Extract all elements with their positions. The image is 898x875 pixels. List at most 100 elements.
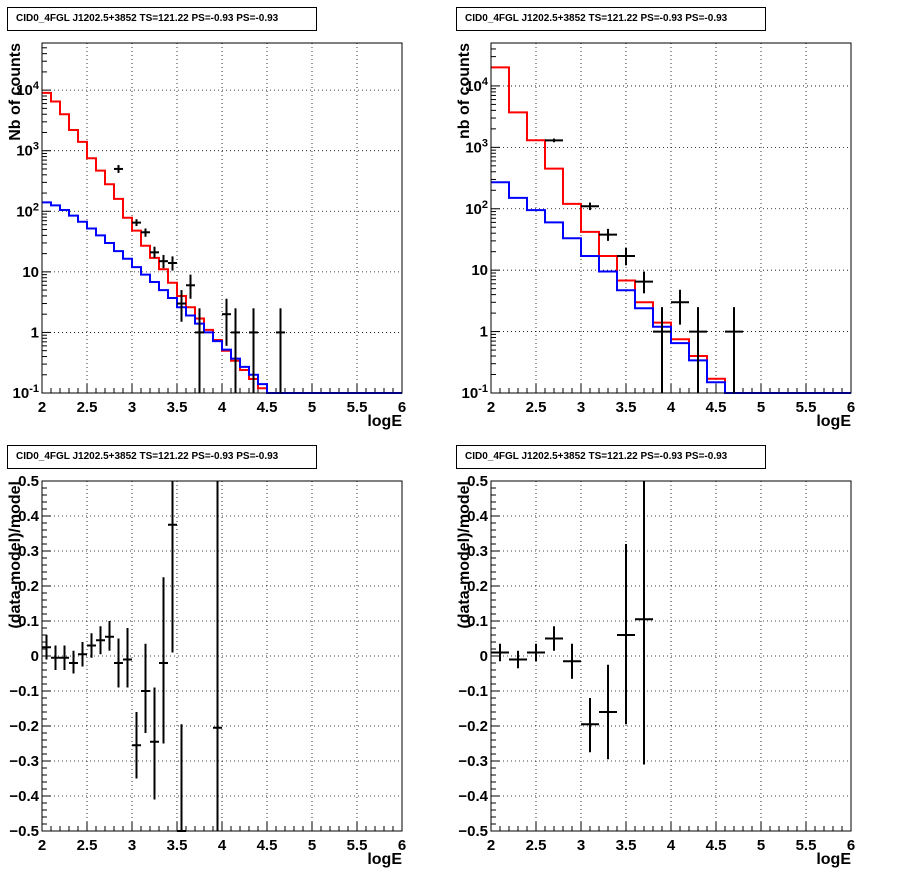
x-tick-label: 2.5 [526, 399, 547, 416]
y-tick-label: 0.1 [18, 613, 39, 630]
data-point [150, 246, 159, 258]
x-tick-label: 2.5 [77, 837, 98, 854]
data-point [222, 298, 231, 346]
x-tick-label: 6 [847, 837, 855, 854]
data-point [114, 638, 123, 688]
x-tick-label: 4.5 [706, 399, 727, 416]
y-tick-label: 102 [16, 201, 39, 220]
data-point [635, 271, 653, 294]
data-point [168, 256, 177, 271]
data-point [42, 635, 51, 660]
y-tick-label: −0.5 [9, 823, 39, 840]
y-tick-label: −0.5 [458, 823, 488, 840]
data-point [114, 165, 123, 173]
y-tick-label: 1 [31, 324, 39, 341]
x-tick-label: 3.5 [167, 837, 188, 854]
x-tick-label: 4.5 [706, 837, 727, 854]
x-tick-label: 2 [487, 837, 495, 854]
y-tick-label: −0.4 [9, 788, 39, 805]
panel-title-top-right: CID0_4FGL J1202.5+3852 TS=121.22 PS=-0.9… [456, 7, 766, 31]
x-tick-label: 3 [577, 399, 585, 416]
data-point [581, 202, 599, 211]
data-point [545, 626, 563, 651]
data-point [168, 481, 177, 653]
y-tick-label: −0.4 [458, 788, 488, 805]
data-point [105, 621, 114, 651]
x-tick-label: 2 [38, 837, 46, 854]
plot-frame [490, 42, 852, 394]
y-axis-title: (data-model)/model [456, 481, 473, 629]
y-tick-label: 0 [480, 648, 488, 665]
x-tick-label: 5 [757, 837, 765, 854]
data-point [671, 289, 689, 325]
x-tick-label: 5 [757, 399, 765, 416]
data-point [599, 664, 617, 760]
plot-frame [41, 42, 403, 394]
y-tick-label: 0.3 [467, 543, 488, 560]
y-tick-label: 1 [480, 324, 488, 341]
x-tick-label: 5.5 [796, 399, 817, 416]
x-tick-label: 3 [128, 837, 136, 854]
plot-frame [41, 480, 403, 832]
y-tick-label: 103 [465, 137, 488, 156]
chart-panel-0: 2 2.5 3 3.5 4 4.5 5 5.5 6 10-1 1 10 102 103 104 logE Nb … [7, 42, 406, 430]
y-axis-title: Nb of counts [7, 43, 24, 141]
x-tick-label: 6 [398, 399, 406, 416]
data-point [635, 481, 653, 765]
y-tick-label: 0.5 [18, 473, 39, 490]
data-point [231, 308, 240, 393]
y-tick-label: 0.2 [467, 578, 488, 595]
y-tick-label: 0.5 [467, 473, 488, 490]
x-tick-label: 3.5 [167, 399, 188, 416]
x-tick-label: 2 [487, 399, 495, 416]
data-point [51, 645, 60, 670]
y-tick-label: 103 [16, 141, 39, 160]
x-tick-label: 6 [398, 837, 406, 854]
y-tick-label: −0.2 [9, 718, 39, 735]
x-tick-label: 3.5 [616, 837, 637, 854]
data-point [132, 219, 141, 227]
x-tick-label: 4 [218, 837, 227, 854]
x-axis-title: logE [367, 851, 402, 868]
x-tick-label: 5.5 [347, 837, 368, 854]
data-point [545, 138, 563, 143]
data-point [581, 698, 599, 753]
x-tick-label: 2 [38, 399, 46, 416]
data-point [177, 724, 186, 832]
plot-frame [490, 480, 852, 832]
data-point [87, 633, 96, 658]
data-point [599, 228, 617, 241]
data-point [69, 650, 78, 674]
y-tick-label: 102 [465, 199, 488, 218]
x-tick-label: 5.5 [796, 837, 817, 854]
y-tick-label: 10 [471, 262, 488, 279]
x-tick-label: 4 [218, 399, 227, 416]
data-point [653, 307, 671, 393]
x-tick-label: 3.5 [616, 399, 637, 416]
data-point [689, 307, 707, 393]
x-tick-label: 4.5 [257, 837, 278, 854]
data-point [141, 643, 150, 733]
data-point [617, 247, 635, 266]
x-axis-title: logE [816, 851, 851, 868]
y-axis-title: nb of counts [456, 43, 473, 139]
y-tick-label: −0.1 [9, 683, 39, 700]
y-tick-label: −0.2 [458, 718, 488, 735]
y-axis-title: (data-model)/model [7, 481, 24, 629]
x-axis-title: logE [816, 413, 851, 430]
data-point [617, 544, 635, 725]
y-tick-label: 0.4 [467, 508, 489, 525]
x-tick-label: 3 [128, 399, 136, 416]
y-tick-label: 0.1 [467, 613, 488, 630]
y-tick-label: 10-1 [462, 383, 488, 402]
data-point [195, 308, 204, 393]
data-point [150, 687, 159, 800]
y-tick-label: 0.2 [18, 578, 39, 595]
data-point [159, 577, 168, 744]
data-point [60, 645, 69, 670]
x-axis-title: logE [367, 413, 402, 430]
x-tick-label: 4 [667, 837, 676, 854]
data-point [509, 650, 527, 669]
x-tick-label: 3 [577, 837, 585, 854]
data-point [177, 290, 186, 322]
